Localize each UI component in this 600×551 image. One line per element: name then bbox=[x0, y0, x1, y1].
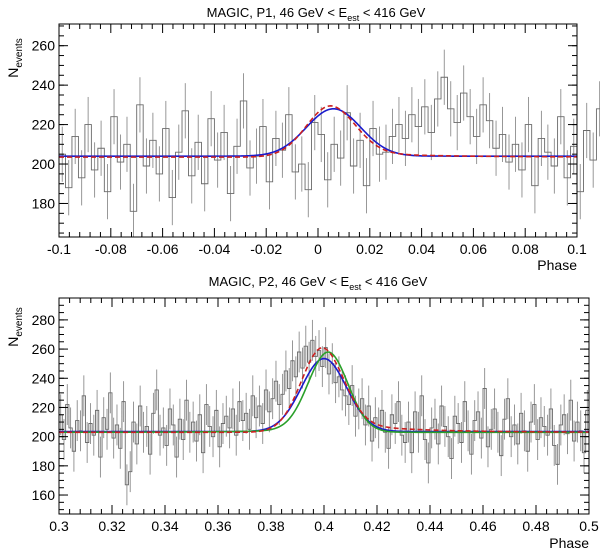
y-tick-label: 240 bbox=[32, 370, 56, 386]
y-tick-label: 200 bbox=[32, 156, 56, 172]
y-tick-label: 220 bbox=[32, 117, 56, 133]
x-tick-label: 0.08 bbox=[512, 241, 539, 257]
fit-curve bbox=[59, 346, 589, 434]
histogram-steps bbox=[59, 339, 589, 486]
y-tick-label: 260 bbox=[32, 38, 56, 54]
x-tick-label: 0.46 bbox=[469, 518, 496, 534]
x-tick-label: 0.48 bbox=[522, 518, 549, 534]
x-tick-label: 0.02 bbox=[356, 241, 383, 257]
x-tick-label: -0.04 bbox=[198, 241, 230, 257]
x-tick-label: 0.44 bbox=[416, 518, 443, 534]
x-tick-label: 0.32 bbox=[98, 518, 125, 534]
y-tick-label: 220 bbox=[32, 399, 56, 415]
y-tick-label: 240 bbox=[32, 77, 56, 93]
x-tick-label: 0.1 bbox=[567, 241, 587, 257]
x-tick-label: 0.3 bbox=[49, 518, 69, 534]
x-tick-label: -0.08 bbox=[95, 241, 127, 257]
x-tick-label: 0.42 bbox=[363, 518, 390, 534]
x-tick-label: 0.34 bbox=[151, 518, 178, 534]
y-tick-label: 160 bbox=[32, 487, 56, 503]
x-tick-label: 0 bbox=[314, 241, 322, 257]
x-axis-label: Phase bbox=[537, 257, 577, 273]
x-tick-label: -0.06 bbox=[147, 241, 179, 257]
histogram bbox=[59, 49, 600, 237]
x-tick-label: 0.36 bbox=[204, 518, 231, 534]
y-axis-label: Nevents bbox=[5, 38, 25, 78]
x-tick-label: 0.38 bbox=[257, 518, 284, 534]
y-tick-label: 180 bbox=[32, 458, 56, 474]
x-tick-label: 0.5 bbox=[579, 518, 599, 534]
x-axis-label: Phase bbox=[549, 535, 589, 551]
panel-title: MAGIC, P1, 46 GeV < Eest < 416 GeV bbox=[207, 5, 426, 23]
panel-p2: MAGIC, P2, 46 GeV < Eest < 416 GeV Neven… bbox=[5, 274, 599, 551]
x-tick-label: 0.04 bbox=[408, 241, 435, 257]
y-tick-label: 200 bbox=[32, 429, 56, 445]
x-tick-label: 0.06 bbox=[460, 241, 487, 257]
x-tick-label: -0.02 bbox=[250, 241, 282, 257]
histogram bbox=[59, 319, 589, 506]
fit-curve bbox=[59, 105, 578, 158]
y-tick-label: 280 bbox=[32, 312, 56, 328]
y-tick-label: 260 bbox=[32, 341, 56, 357]
panel-title: MAGIC, P2, 46 GeV < Eest < 416 GeV bbox=[209, 274, 428, 292]
x-tick-label: -0.1 bbox=[47, 241, 71, 257]
panel-p1: MAGIC, P1, 46 GeV < Eest < 416 GeV Neven… bbox=[5, 5, 600, 273]
x-tick-label: 0.4 bbox=[314, 518, 334, 534]
y-tick-label: 180 bbox=[32, 195, 56, 211]
y-axis-label: Nevents bbox=[5, 307, 25, 347]
